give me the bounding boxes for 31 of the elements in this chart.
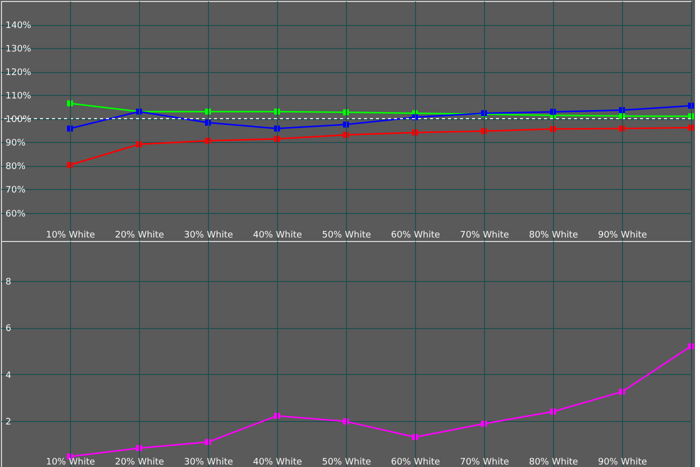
x-tick-label: 90% White (598, 230, 648, 240)
x-tick-label: 50% White (322, 230, 372, 240)
y-tick-label: 4 (6, 370, 12, 381)
y-tick-label: 8 (6, 277, 12, 288)
y-tick-label: 140% (6, 21, 32, 32)
y-tick-label: 110% (6, 92, 32, 102)
x-tick-label: 60% White (390, 458, 440, 467)
y-tick-label: 60% (6, 209, 26, 220)
y-tick-label: 2 (6, 418, 12, 428)
x-tick-label: 20% White (114, 230, 164, 240)
x-tick-label: 40% White (252, 230, 302, 240)
y-tick-label: 80% (6, 162, 26, 172)
x-tick-label: 60% White (390, 230, 440, 240)
y-tick-label: 130% (6, 44, 32, 55)
y-tick-label: 120% (6, 68, 32, 78)
x-tick-label: 10% White (46, 230, 96, 240)
x-tick-label: 40% White (252, 458, 302, 467)
x-tick-label: 10% White (46, 458, 96, 467)
y-tick-label: 70% (6, 186, 26, 196)
x-tick-label: 50% White (322, 458, 372, 467)
y-tick-label: 90% (6, 138, 26, 149)
x-tick-label: 20% White (114, 458, 164, 467)
x-tick-label: 70% White (460, 458, 510, 467)
x-tick-label: 30% White (184, 230, 234, 240)
x-tick-label: 80% White (528, 230, 578, 240)
y-tick-label: 6 (6, 324, 12, 334)
x-tick-label: 90% White (598, 458, 648, 467)
y-tick-label: 100% (6, 115, 32, 126)
x-tick-label: 70% White (460, 230, 510, 240)
x-tick-label: 30% White (184, 458, 234, 467)
x-tick-label: 80% White (528, 458, 578, 467)
